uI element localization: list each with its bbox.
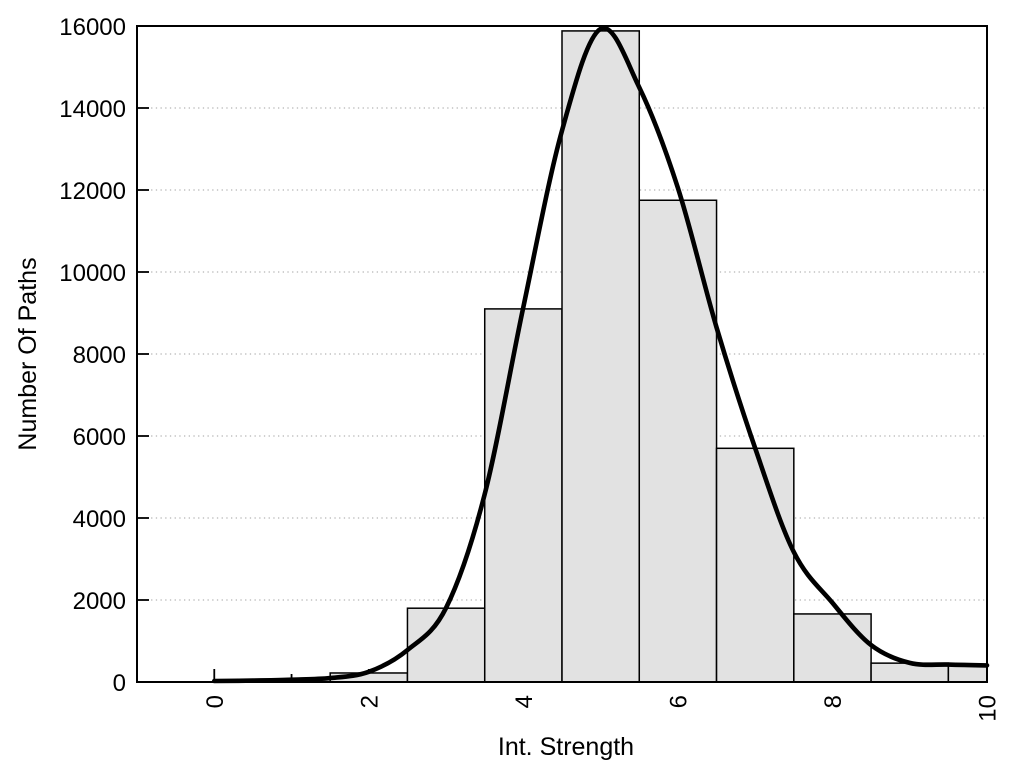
x-tick-label-0: 0 [202, 695, 229, 708]
fit-curve [212, 25, 990, 684]
histogram-bar [715, 447, 795, 683]
x-tick-label-4: 4 [511, 695, 538, 708]
y-tick-label-8000: 8000 [73, 342, 126, 369]
y-tick-label-4000: 4000 [73, 506, 126, 533]
histogram-bar [638, 199, 718, 683]
x-tick-label-8: 8 [820, 695, 847, 708]
x-axis-title: Int. Strength [498, 733, 634, 761]
y-tick-label-12000: 12000 [59, 178, 126, 205]
y-tick-label-14000: 14000 [59, 96, 126, 123]
y-tick-label-16000: 16000 [59, 14, 126, 41]
x-tick-label-2: 2 [356, 695, 383, 708]
y-tick-label-6000: 6000 [73, 424, 126, 451]
y-axis-title: Number Of Paths [14, 257, 42, 450]
histogram-bar [793, 613, 872, 683]
plot-frame [136, 25, 988, 683]
histogram-bar [561, 30, 641, 683]
histogram-bar [483, 308, 563, 683]
x-tick-label-10: 10 [975, 695, 1002, 722]
histogram-bar [947, 664, 988, 683]
x-tick-label-6: 6 [665, 695, 692, 708]
histogram-bar [406, 607, 486, 683]
y-tick-label-2000: 2000 [73, 588, 126, 615]
y-tick-label-10000: 10000 [59, 260, 126, 287]
y-tick-label-0: 0 [113, 670, 126, 697]
